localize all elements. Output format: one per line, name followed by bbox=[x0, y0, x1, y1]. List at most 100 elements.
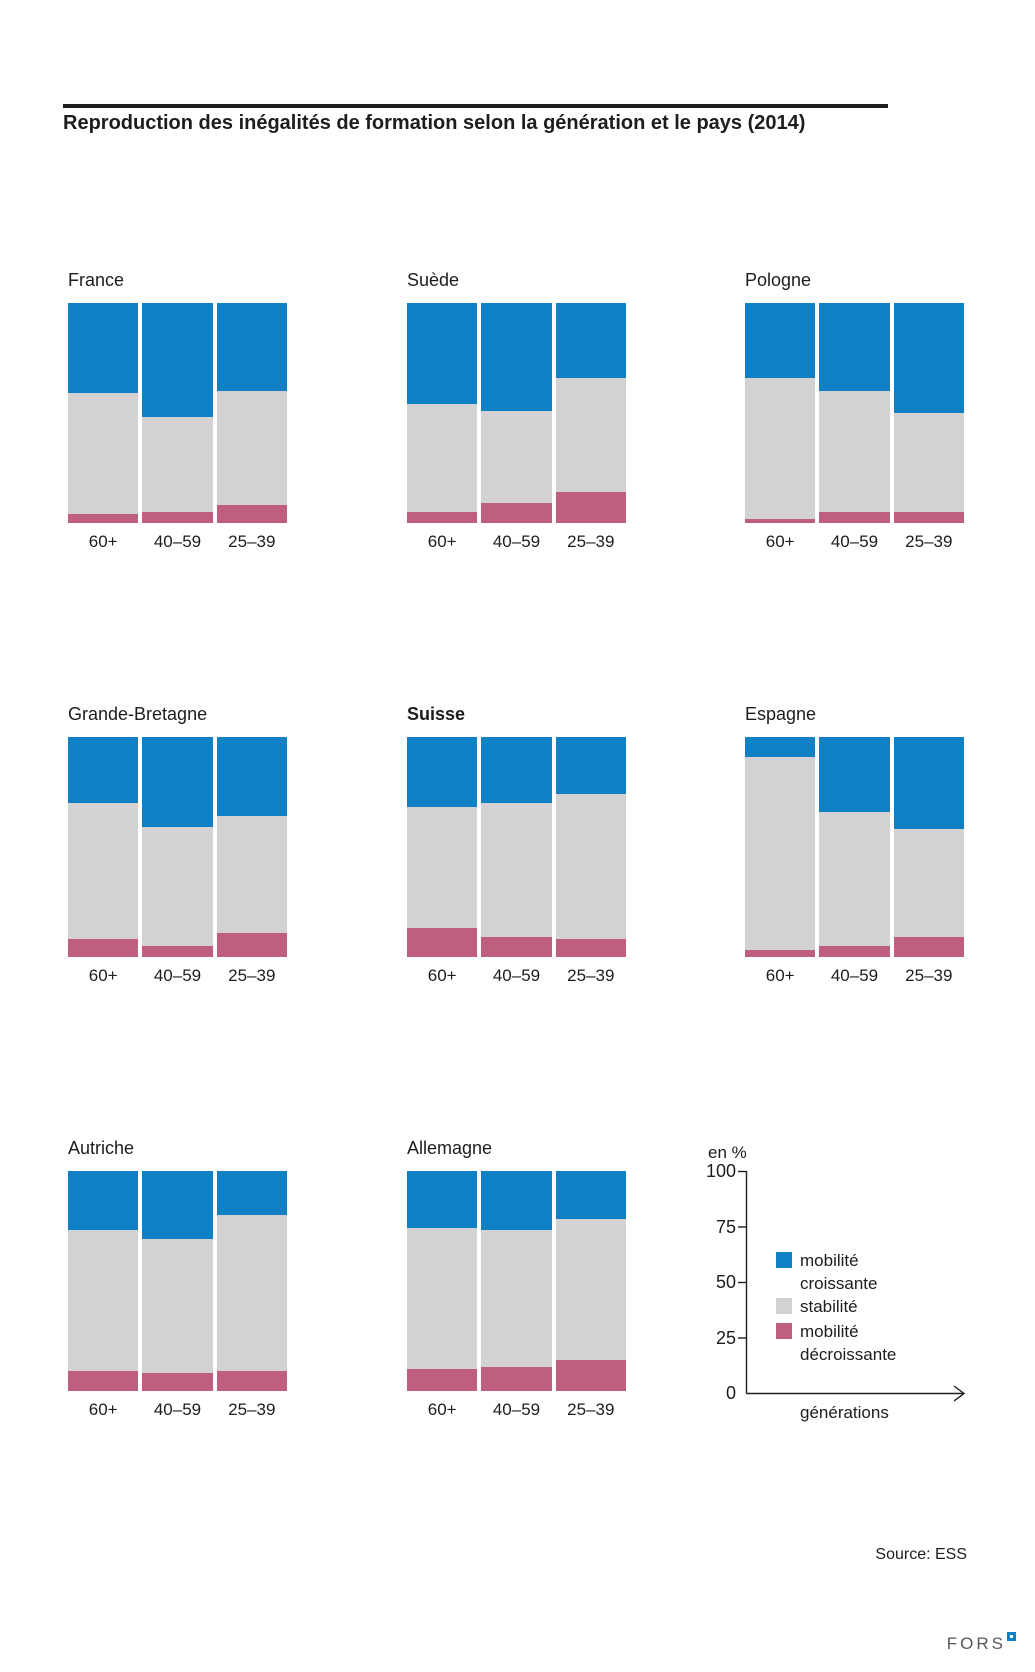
country-chart-autriche: Autriche 60+ 40–59 25–39 bbox=[68, 1137, 287, 1420]
stacked-bar-25-39 bbox=[555, 737, 626, 957]
bar-group bbox=[745, 303, 964, 523]
category-label: 40–59 bbox=[492, 1400, 541, 1419]
segment-mobilite-decroissante bbox=[142, 511, 213, 523]
stacked-bar-60plus bbox=[68, 1171, 139, 1391]
stacked-bar-40-59 bbox=[481, 1171, 552, 1391]
category-label: 25–39 bbox=[567, 532, 615, 551]
stacked-bar-60plus bbox=[407, 737, 478, 957]
segment-mobilite-decroissante bbox=[68, 514, 139, 523]
category-label: 40–59 bbox=[153, 532, 202, 551]
category-label: 40–59 bbox=[492, 966, 541, 985]
category-label: 60+ bbox=[427, 966, 457, 985]
y-axis-unit-label: en % bbox=[708, 1143, 747, 1162]
segment-mobilite-croissante bbox=[481, 1171, 552, 1231]
stacked-bar-60plus bbox=[745, 737, 816, 957]
stacked-bar-60plus bbox=[407, 303, 478, 523]
stacked-bar-40-59 bbox=[142, 737, 213, 957]
stacked-bar-60plus bbox=[68, 737, 139, 957]
country-chart-espagne: Espagne 60+ 40–59 25–39 bbox=[745, 703, 964, 986]
bar-group bbox=[407, 303, 626, 523]
segment-stabilite bbox=[407, 1228, 478, 1369]
segment-mobilite-croissante bbox=[893, 737, 964, 830]
segment-mobilite-croissante bbox=[142, 737, 213, 828]
y-tick-50: 50 bbox=[715, 1272, 736, 1292]
y-tick-100: 100 bbox=[705, 1161, 736, 1181]
legend-swatch-stabilite bbox=[776, 1298, 792, 1314]
stacked-bar-25-39 bbox=[893, 303, 964, 523]
category-label: 25–39 bbox=[228, 532, 276, 551]
bar-group bbox=[68, 1171, 287, 1391]
legend-swatch-mobilite-decroissante bbox=[776, 1323, 792, 1339]
segment-mobilite-decroissante bbox=[555, 492, 626, 523]
category-labels: 60+ 40–59 25–39 bbox=[68, 966, 287, 986]
fors-logo-text: FORS bbox=[946, 1634, 1006, 1653]
legend-item-mobilite-decroissante: mobilité décroissante bbox=[776, 1320, 915, 1366]
country-chart-suede: Suède 60+ 40–59 25–39 bbox=[407, 269, 626, 552]
country-title: Pologne bbox=[745, 270, 812, 290]
segment-stabilite bbox=[407, 404, 478, 512]
segment-mobilite-decroissante bbox=[745, 518, 816, 523]
stacked-bar-25-39 bbox=[216, 1171, 287, 1391]
segment-mobilite-croissante bbox=[216, 303, 287, 391]
legend-swatch-mobilite-croissante bbox=[776, 1252, 792, 1268]
stacked-bar-25-39 bbox=[555, 1171, 626, 1391]
segment-stabilite bbox=[481, 803, 552, 938]
category-label: 25–39 bbox=[905, 532, 953, 551]
segment-stabilite bbox=[216, 816, 287, 933]
segment-mobilite-decroissante bbox=[893, 937, 964, 957]
segment-mobilite-decroissante bbox=[216, 505, 287, 523]
segment-mobilite-decroissante bbox=[819, 945, 890, 957]
segment-stabilite bbox=[819, 391, 890, 512]
segment-mobilite-decroissante bbox=[745, 950, 816, 957]
segment-mobilite-decroissante bbox=[407, 511, 478, 523]
bar-group bbox=[407, 737, 626, 957]
country-chart-allemagne: Allemagne 60+ 40–59 25–39 bbox=[407, 1137, 626, 1420]
title-rule bbox=[63, 104, 888, 108]
segment-stabilite bbox=[893, 829, 964, 938]
stacked-bar-25-39 bbox=[555, 303, 626, 523]
stacked-bar-40-59 bbox=[142, 1171, 213, 1391]
category-labels: 60+ 40–59 25–39 bbox=[407, 532, 626, 552]
fors-logo: FORS bbox=[946, 1632, 1016, 1654]
segment-mobilite-decroissante bbox=[216, 1371, 287, 1391]
segment-mobilite-decroissante bbox=[68, 939, 139, 957]
country-title: Suède bbox=[407, 270, 460, 290]
category-label: 25–39 bbox=[228, 1400, 276, 1419]
segment-stabilite bbox=[142, 417, 213, 512]
segment-mobilite-croissante bbox=[555, 303, 626, 378]
segment-mobilite-decroissante bbox=[68, 1371, 139, 1391]
segment-stabilite bbox=[555, 794, 626, 940]
source-note: Source: ESS bbox=[875, 1546, 967, 1563]
category-label: 60+ bbox=[765, 966, 795, 985]
segment-stabilite bbox=[555, 1219, 626, 1361]
segment-stabilite bbox=[893, 413, 964, 512]
segment-mobilite-croissante bbox=[68, 1171, 139, 1231]
category-labels: 60+ 40–59 25–39 bbox=[745, 966, 964, 986]
category-label: 60+ bbox=[427, 1400, 457, 1419]
category-label: 25–39 bbox=[567, 966, 615, 985]
legend-label: mobilité décroissante bbox=[800, 1322, 897, 1364]
category-labels: 60+ 40–59 25–39 bbox=[407, 966, 626, 986]
category-labels: 60+ 40–59 25–39 bbox=[68, 532, 287, 552]
segment-mobilite-croissante bbox=[819, 737, 890, 812]
segment-mobilite-decroissante bbox=[893, 512, 964, 523]
category-label: 60+ bbox=[427, 532, 457, 551]
segment-stabilite bbox=[481, 1230, 552, 1367]
segment-stabilite bbox=[407, 807, 478, 929]
segment-mobilite-croissante bbox=[481, 737, 552, 803]
legend-label: stabilité bbox=[800, 1297, 858, 1316]
segment-stabilite bbox=[68, 393, 139, 515]
y-tick-25: 25 bbox=[715, 1327, 736, 1348]
country-title: Autriche bbox=[68, 1138, 135, 1158]
country-chart-suisse: Suisse 60+ 40–59 25–39 bbox=[407, 703, 626, 986]
segment-mobilite-croissante bbox=[142, 303, 213, 418]
segment-stabilite bbox=[745, 756, 816, 951]
category-label: 40–59 bbox=[153, 966, 202, 985]
country-title: France bbox=[68, 270, 125, 290]
fors-logo-square-icon bbox=[1007, 1632, 1016, 1641]
category-labels: 60+ 40–59 25–39 bbox=[745, 532, 964, 552]
stacked-bar-40-59 bbox=[481, 303, 552, 523]
stacked-bar-40-59 bbox=[819, 737, 890, 957]
